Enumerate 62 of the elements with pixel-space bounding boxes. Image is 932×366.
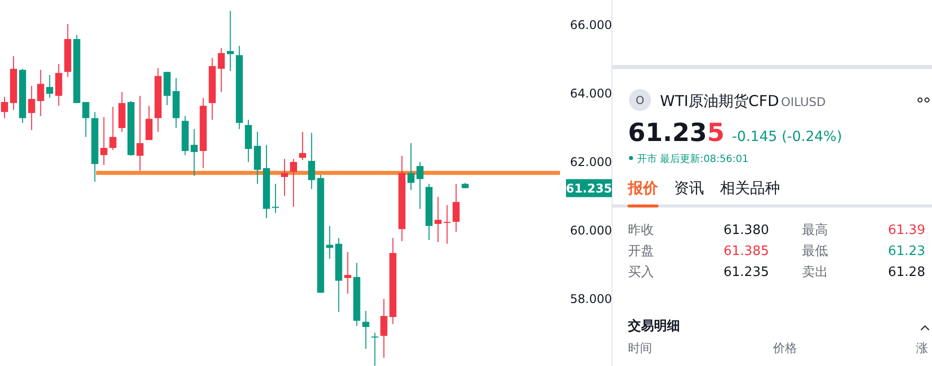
candlestick	[28, 85, 36, 131]
text: 开市 最后更新:08:56:01	[637, 153, 748, 165]
candlestick	[254, 131, 261, 184]
candlestick	[100, 116, 108, 166]
y-tick-label: 66.000	[570, 18, 612, 32]
candlestick	[46, 74, 54, 98]
text: 卖出	[802, 265, 828, 280]
y-tick-label: 62.000	[570, 155, 612, 170]
candlestick	[1, 96, 8, 119]
candlestick	[371, 332, 378, 366]
text: 开盘	[628, 244, 654, 259]
text: 61.380	[724, 223, 769, 238]
text: 61.39	[888, 223, 926, 238]
candlestick	[190, 128, 198, 176]
text: 报价	[627, 179, 659, 197]
candlestick	[290, 158, 298, 208]
text: 买入	[628, 265, 654, 280]
candlestick	[82, 102, 90, 138]
candlestick	[444, 204, 451, 244]
candlestick	[244, 119, 252, 162]
price-tag: 61.235	[566, 179, 612, 198]
candlestick	[109, 106, 116, 150]
candlestick	[226, 10, 234, 72]
candlestick	[362, 310, 370, 350]
candlestick	[299, 131, 306, 160]
candlestick	[55, 64, 62, 106]
y-tick-label: 64.000	[570, 86, 612, 101]
text: 资讯	[674, 179, 704, 197]
candlestick	[326, 225, 334, 260]
text: -0.145 (-0.24%)	[732, 129, 842, 145]
candlestick	[380, 298, 388, 358]
text: 61.235	[724, 265, 769, 280]
text: WTI原油期货CFD	[660, 92, 780, 110]
y-tick-label: 60.000	[570, 224, 612, 238]
candlestick	[344, 251, 352, 294]
symbol-icon: O	[629, 89, 651, 111]
candlestick	[146, 105, 153, 141]
text: 61.235	[628, 118, 724, 147]
candlestick	[407, 142, 414, 191]
text: 相关品种	[720, 179, 780, 197]
text: 价格	[772, 341, 797, 355]
candlestick	[434, 196, 442, 243]
text: 交易明细	[627, 318, 680, 334]
candlestick	[452, 183, 460, 232]
candlestick	[164, 71, 171, 106]
y-tick-label: 58.000	[570, 292, 612, 306]
text: 61.23	[888, 244, 926, 259]
candlestick	[308, 132, 316, 190]
candlestick	[136, 95, 144, 172]
candlestick	[37, 69, 44, 117]
candlestick	[416, 161, 424, 210]
text: 涨	[916, 341, 928, 355]
text: 昨收	[628, 223, 654, 238]
text: 时间	[628, 341, 652, 355]
text: OILUSD	[781, 95, 826, 109]
candlestick	[218, 47, 225, 93]
text: 61.385	[724, 244, 769, 259]
text: 最高	[802, 222, 828, 238]
text: 61.28	[888, 265, 926, 280]
text: 最低	[802, 244, 828, 259]
candlestick	[272, 183, 279, 214]
candlestick	[281, 158, 288, 196]
